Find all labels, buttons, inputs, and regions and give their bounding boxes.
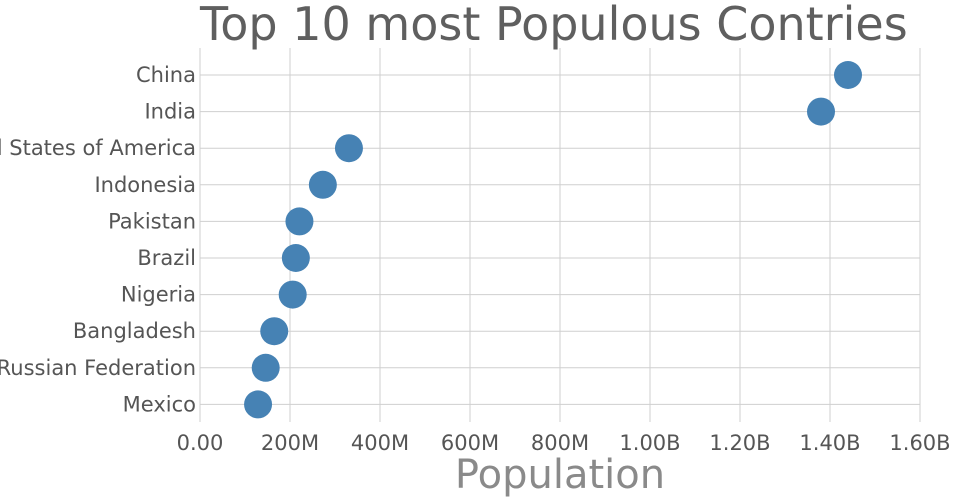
data-point[interactable] (281, 244, 310, 272)
x-tick-label: 1.40B (799, 431, 860, 455)
x-tick-label: 800M (531, 431, 589, 455)
data-point[interactable] (834, 61, 862, 89)
data-point[interactable] (260, 317, 289, 346)
data-point[interactable] (308, 170, 337, 199)
chart-title: Top 10 most Populous Contries (199, 0, 908, 51)
category-labels: China India United States of America Indone… (0, 63, 196, 416)
x-axis-title: Population (455, 452, 665, 498)
x-tick-label: 400M (351, 431, 409, 455)
x-tick-label: 0.00 (177, 431, 224, 455)
x-tick-label: 1.00B (619, 431, 680, 455)
x-tick-labels: 0.00 200M 400M 600M 800M 1.00B 1.20B 1.40B 1.60B (177, 431, 951, 455)
category-label: Brazil (137, 246, 196, 270)
category-label: China (136, 63, 196, 87)
x-tick-label: 1.60B (889, 431, 950, 455)
grid-layer (199, 48, 921, 422)
category-label: Russian Federation (0, 356, 196, 380)
data-point[interactable] (278, 280, 307, 309)
data-point[interactable] (244, 390, 273, 419)
category-label: India (144, 100, 196, 124)
data-point[interactable] (807, 97, 835, 126)
data-point[interactable] (285, 207, 314, 236)
data-point[interactable] (251, 353, 280, 382)
category-label: Indonesia (94, 173, 196, 197)
data-points (244, 61, 862, 419)
category-label: Mexico (123, 392, 196, 416)
x-tick-label: 600M (441, 431, 499, 455)
category-label: Bangladesh (73, 319, 196, 343)
x-tick-label: 1.20B (709, 431, 770, 455)
x-tick-label: 200M (261, 431, 319, 455)
category-label: Pakistan (108, 209, 196, 233)
category-label: United States of America (0, 136, 196, 160)
data-point[interactable] (334, 134, 363, 163)
category-label: Nigeria (121, 283, 196, 307)
